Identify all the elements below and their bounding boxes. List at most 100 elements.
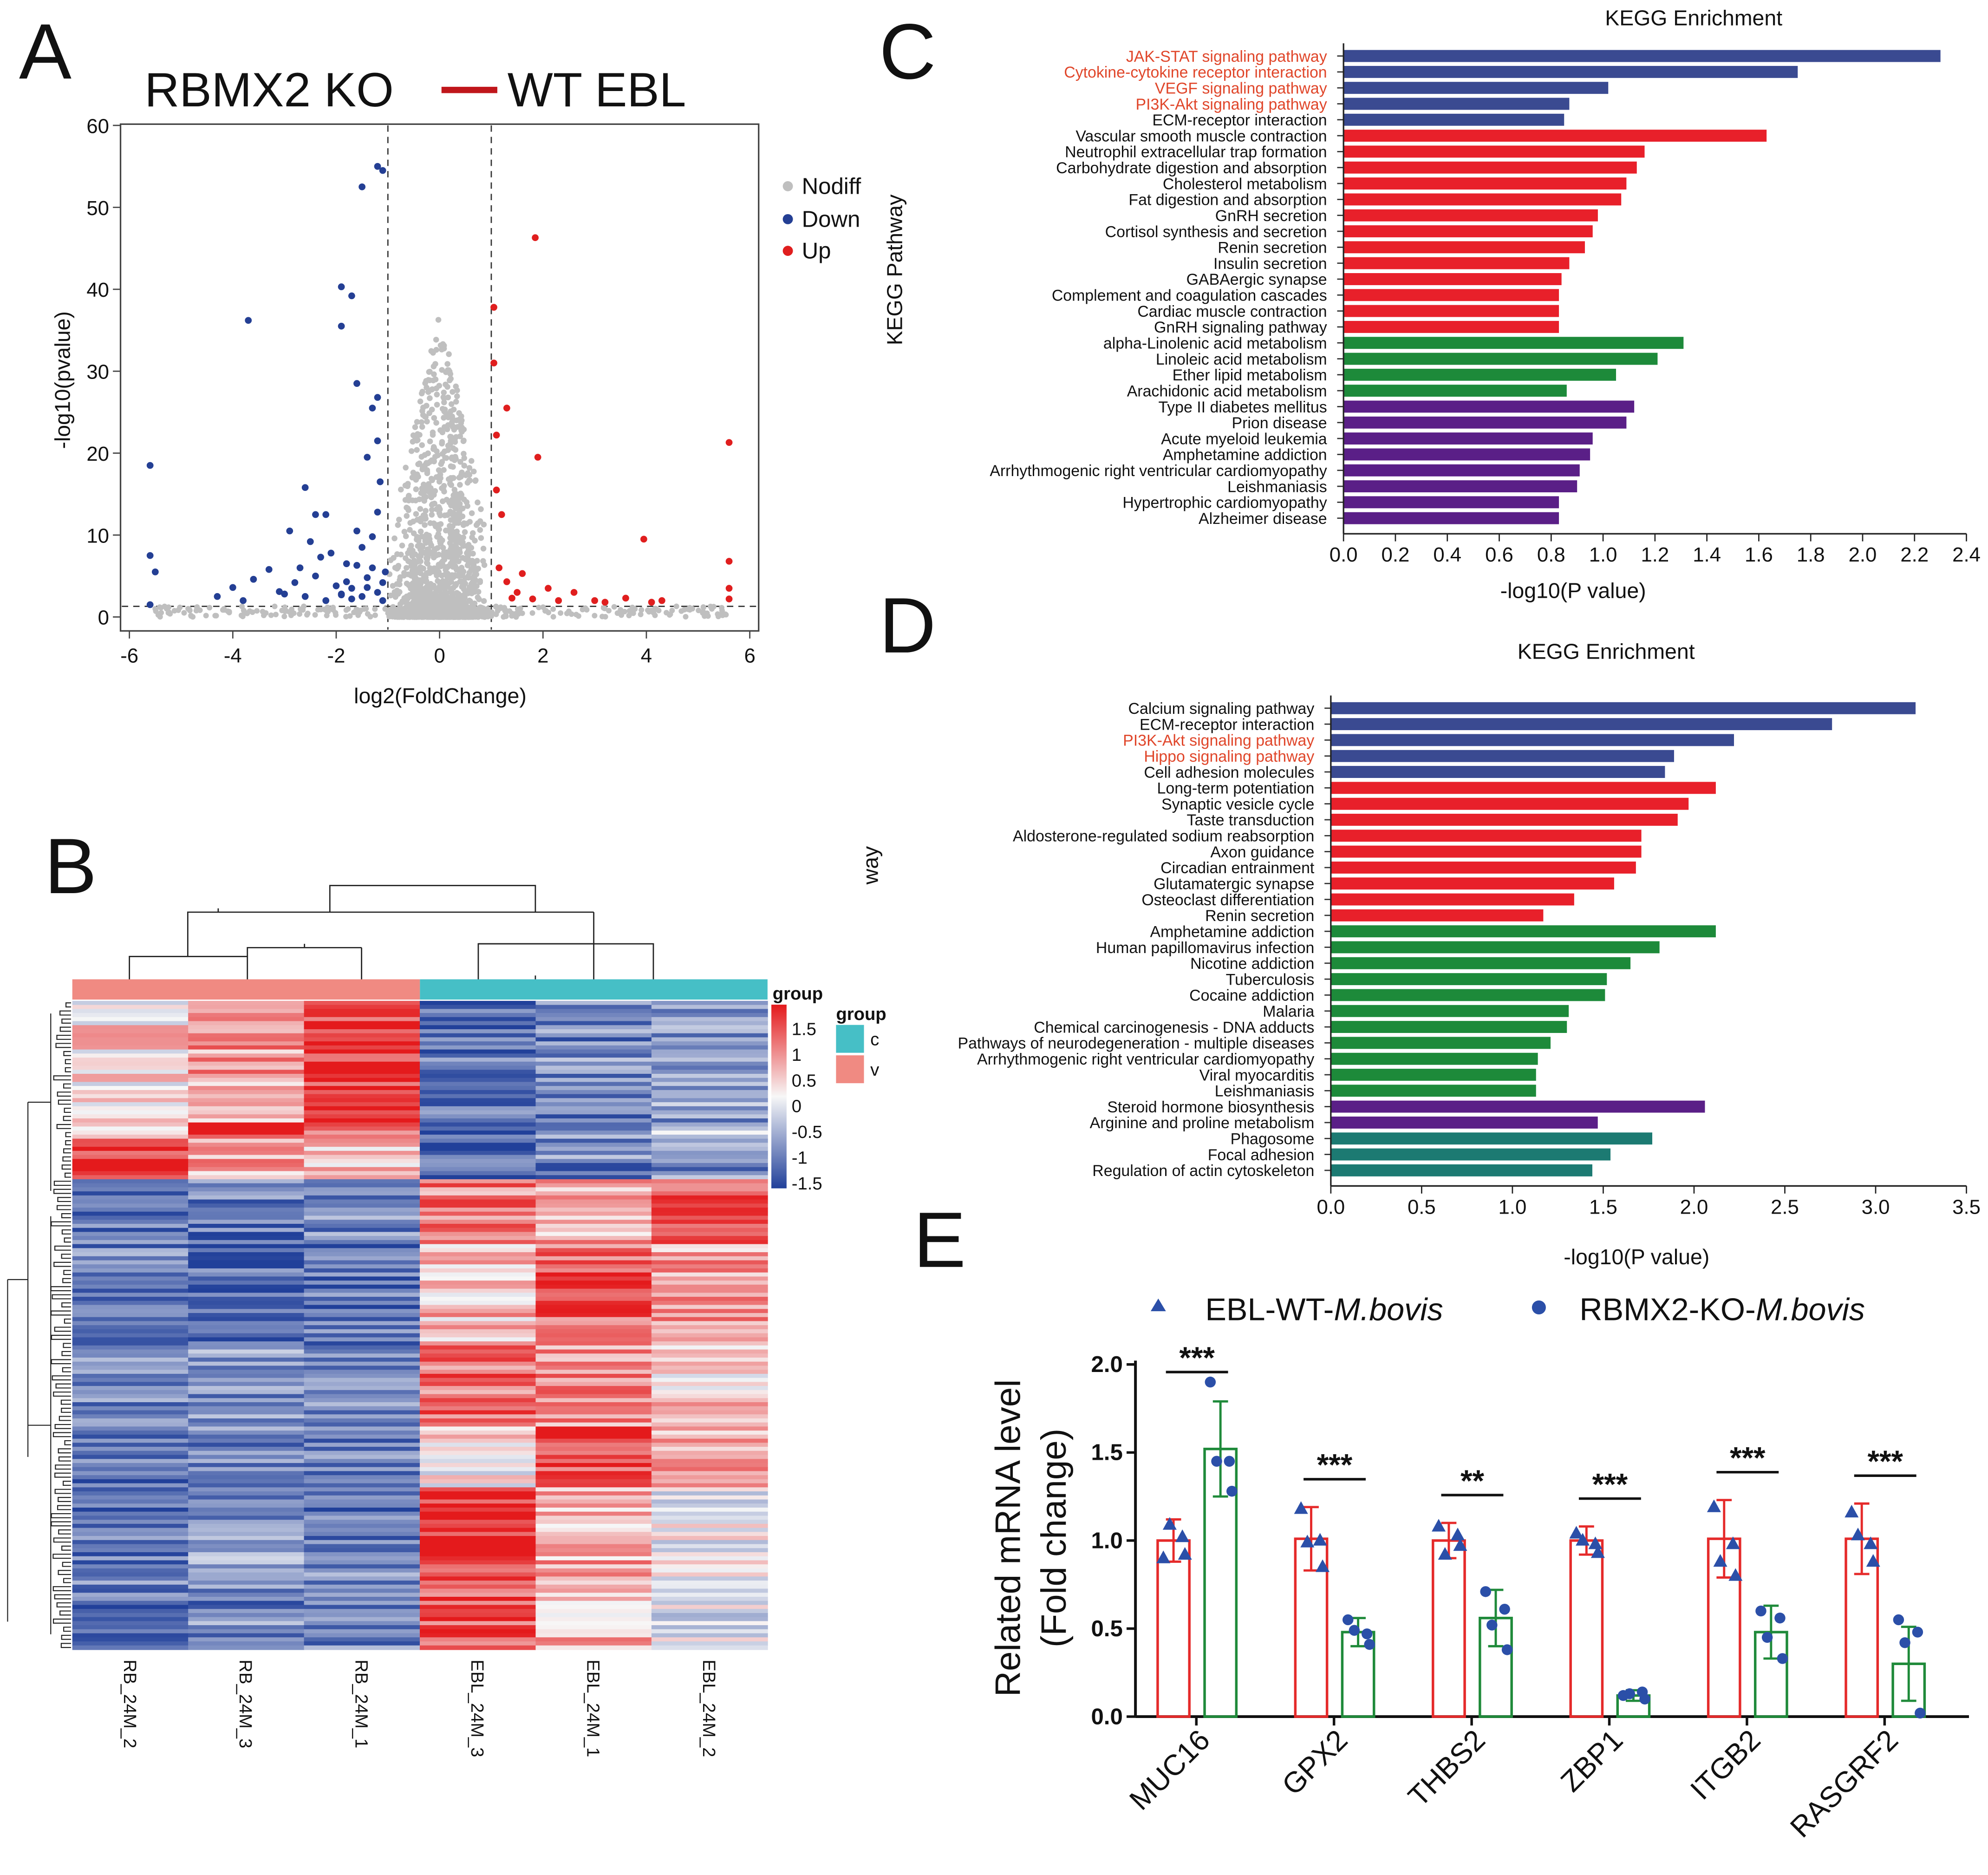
kegg_d-bar	[1330, 957, 1631, 969]
heatmap-cell	[188, 1617, 305, 1622]
volcano-nodiff-point	[455, 553, 461, 559]
kegg_c-bar	[1343, 432, 1593, 445]
heatmap-cell	[420, 1058, 536, 1062]
row-dendro-branch	[56, 1124, 71, 1129]
heatmap-cell	[188, 1596, 305, 1601]
volcano-nodiff-point	[460, 584, 467, 590]
heatmap-cell	[188, 1406, 305, 1411]
volcano-nodiff-point	[429, 477, 435, 483]
heatmap-cell	[535, 1000, 652, 1006]
row-dendro-branch	[64, 1440, 71, 1445]
volcano-nodiff-point	[543, 608, 549, 614]
volcano-x-tick-label: 2	[537, 645, 548, 667]
heatmap-cell	[304, 1029, 421, 1034]
volcano-nodiff-point	[397, 577, 403, 583]
heatmap-cell	[535, 1584, 652, 1589]
row-dendro-branch	[59, 1610, 71, 1616]
heatmap-cell	[72, 1203, 189, 1209]
heatmap-cell	[304, 1540, 421, 1545]
heatmap-column-labels: RB_24M_2 RB_24M_3 RB_24M_1 EBL_24M_3 EBL_24M…	[120, 1659, 719, 1757]
heatmap-cell	[304, 1596, 421, 1601]
volcano-nodiff-point	[476, 596, 482, 602]
volcano-nodiff-point	[423, 540, 429, 546]
heatmap-cell	[72, 1345, 189, 1350]
qpcr-wt-point	[1707, 1499, 1721, 1512]
heatmap-cell	[535, 1037, 652, 1042]
heatmap-cell	[188, 1094, 305, 1099]
row-dendro-branch	[54, 1489, 71, 1494]
heatmap-cell	[72, 1467, 189, 1472]
heatmap-cell	[535, 1061, 652, 1066]
volcano-nodiff-point	[466, 569, 473, 576]
volcano-nodiff-point	[445, 447, 451, 453]
volcano-nodiff-point	[428, 542, 434, 549]
qpcr-ko-point	[1480, 1586, 1491, 1597]
row-dendro-branch	[63, 1578, 71, 1583]
qpcr-wt-point	[1453, 1538, 1467, 1551]
kegg_d-bar	[1330, 1005, 1569, 1017]
group-c-label: c	[870, 1029, 879, 1049]
heatmap-cell	[651, 1009, 768, 1014]
heatmap-cell	[72, 1070, 189, 1075]
volcano-down-point	[286, 527, 293, 535]
volcano-nodiff-point	[443, 527, 449, 534]
kegg_d-bar	[1330, 718, 1832, 731]
kegg_c-bar-label: Linoleic acid metabolism	[1156, 351, 1327, 368]
heatmap-cell	[72, 1455, 189, 1460]
volcano-nodiff-point	[412, 424, 418, 430]
volcano-nodiff-point	[365, 611, 371, 617]
heatmap-cell	[188, 1447, 305, 1451]
heatmap-cell	[651, 1475, 768, 1480]
heatmap-cell	[188, 1297, 305, 1301]
heatmap-cell	[188, 1532, 305, 1537]
heatmap-cell	[304, 1155, 421, 1160]
heatmap-cell	[72, 1503, 189, 1509]
heatmap-cell	[420, 1313, 536, 1318]
heatmap-cell	[535, 1507, 652, 1512]
volcano-down-point	[322, 597, 330, 604]
kegg_c-bar-label: Arachidonic acid metabolism	[1127, 382, 1327, 400]
heatmap-cell	[72, 1126, 189, 1131]
volcano-nodiff-point	[451, 603, 457, 609]
volcano-nodiff-point	[446, 499, 453, 506]
heatmap-cell	[72, 1199, 189, 1204]
kegg_d-x-tick-label: 0.5	[1408, 1196, 1436, 1218]
heatmap-cell	[304, 1471, 421, 1476]
volcano-nodiff-point	[465, 470, 471, 476]
volcano-nodiff-point	[457, 492, 463, 498]
heatmap-cell	[304, 1467, 421, 1472]
heatmap-cell	[188, 1382, 305, 1387]
volcano-nodiff-point	[477, 578, 483, 584]
heatmap-cell	[304, 1560, 421, 1565]
volcano-down-point	[348, 585, 355, 592]
kegg_c-bar	[1343, 512, 1559, 524]
volcano-up-point	[725, 439, 733, 446]
heatmap-cell	[72, 1609, 189, 1614]
volcano-nodiff-point	[444, 426, 450, 432]
heatmap-cell	[72, 1625, 189, 1630]
heatmap-cell	[72, 1552, 189, 1557]
heatmap-cell	[188, 1507, 305, 1512]
heatmap-cell	[420, 1025, 536, 1030]
qpcr-significance-label: ***	[1317, 1448, 1353, 1482]
heatmap-cell	[420, 1629, 536, 1634]
heatmap-cell	[72, 1187, 189, 1192]
kegg_d-bar	[1330, 1037, 1551, 1049]
heatmap-cell	[651, 1138, 768, 1143]
volcano-nodiff-point	[433, 346, 439, 353]
heatmap-cell	[188, 1293, 305, 1298]
heatmap-cell	[188, 1495, 305, 1500]
volcano-nodiff-point	[461, 463, 467, 469]
volcano-nodiff-point	[439, 459, 445, 465]
volcano-nodiff-point	[413, 511, 419, 517]
kegg_d-bar-label: Renin secretion	[1205, 907, 1314, 925]
kegg_d-bar	[1330, 750, 1674, 762]
heatmap-cell	[304, 1523, 421, 1529]
volcano-nodiff-point	[312, 612, 318, 618]
volcano-nodiff-point	[272, 603, 278, 609]
heatmap-cell	[535, 1641, 652, 1646]
heatmap-cell	[651, 1491, 768, 1496]
heatmap-cell	[535, 1150, 652, 1156]
volcano-nodiff-point	[414, 471, 420, 477]
heatmap-cell	[420, 1163, 536, 1168]
